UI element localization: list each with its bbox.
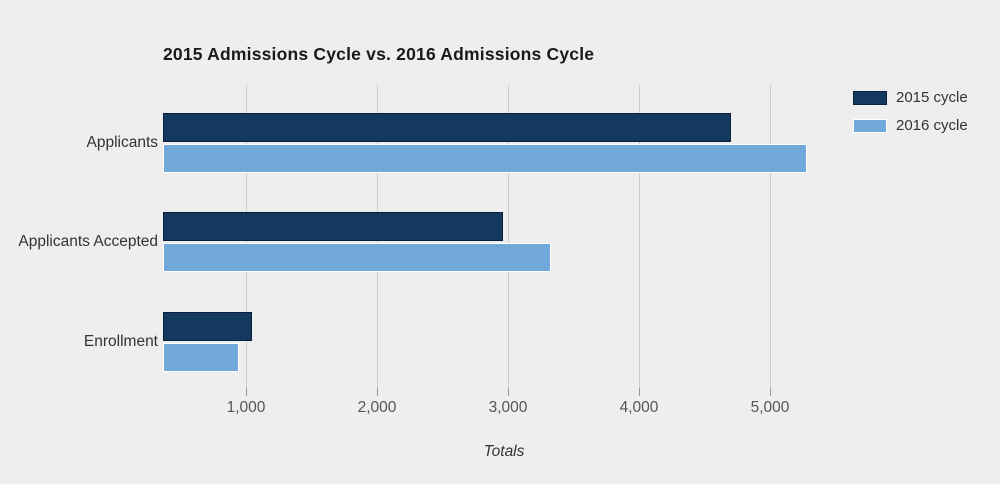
gridline-3000 (508, 85, 509, 388)
bar-2015-cycle-applicants (163, 112, 731, 142)
plot-area: 1,000 2,000 3,000 4,000 5,000 (163, 85, 845, 416)
legend: 2015 cycle 2016 cycle (853, 90, 968, 146)
tick-label-2000: 2,000 (357, 399, 397, 416)
legend-item-2015-cycle: 2015 cycle (853, 90, 968, 105)
bar-2015-cycle-enrollment (163, 311, 252, 341)
bar-2016-cycle-applicants-accepted (163, 242, 552, 272)
tick-label-3000: 3,000 (488, 399, 528, 416)
tick-mark-4000 (639, 388, 640, 396)
legend-label-2016-cycle: 2016 cycle (896, 117, 968, 134)
category-label-enrollment: Enrollment (83, 332, 158, 350)
chart-title: 2015 Admissions Cycle vs. 2016 Admission… (163, 44, 595, 64)
category-label-applicants: Applicants (86, 133, 158, 151)
bar-2016-cycle-enrollment (163, 342, 240, 372)
x-axis-label: Totals (483, 443, 525, 460)
tick-mark-3000 (508, 388, 509, 396)
category-label-applicants-accepted: Applicants Accepted (18, 232, 158, 250)
tick-mark-5000 (770, 388, 771, 396)
gridline-5000 (770, 85, 771, 388)
tick-label-5000: 5,000 (750, 399, 790, 416)
gridline-4000 (639, 85, 640, 388)
legend-label-2015-cycle: 2015 cycle (896, 89, 968, 106)
tick-mark-2000 (377, 388, 378, 396)
tick-label-1000: 1,000 (226, 399, 266, 416)
legend-swatch-2016-cycle (853, 118, 887, 133)
tick-mark-1000 (246, 388, 247, 396)
bar-2015-cycle-applicants-accepted (163, 211, 503, 241)
legend-swatch-2015-cycle (853, 90, 887, 105)
bar-2016-cycle-applicants (163, 143, 807, 173)
legend-item-2016-cycle: 2016 cycle (853, 118, 968, 133)
tick-label-4000: 4,000 (619, 399, 659, 416)
